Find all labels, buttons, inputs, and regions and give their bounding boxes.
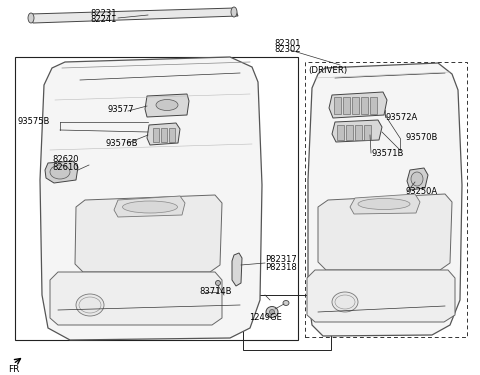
Ellipse shape	[50, 165, 70, 179]
Bar	[243, 295, 331, 350]
Polygon shape	[45, 161, 78, 183]
Text: 93576B: 93576B	[105, 138, 137, 147]
Text: 83714B: 83714B	[199, 286, 231, 296]
Bar	[355, 125, 362, 140]
Bar	[334, 97, 341, 114]
Text: (DRIVER): (DRIVER)	[308, 66, 347, 75]
Polygon shape	[40, 57, 262, 340]
Text: FR: FR	[8, 364, 19, 374]
Text: 82231: 82231	[90, 9, 117, 18]
Polygon shape	[75, 195, 222, 272]
Bar	[370, 97, 377, 114]
Text: P82318: P82318	[265, 262, 297, 272]
Text: 93577: 93577	[108, 105, 134, 114]
Polygon shape	[232, 253, 242, 286]
Text: 82302: 82302	[274, 45, 300, 54]
Bar	[346, 125, 353, 140]
Bar	[343, 97, 350, 114]
Polygon shape	[50, 272, 222, 325]
Polygon shape	[350, 194, 420, 214]
Bar	[305, 62, 467, 337]
Polygon shape	[307, 270, 455, 322]
Bar	[169, 128, 175, 142]
Ellipse shape	[332, 292, 358, 312]
Ellipse shape	[283, 300, 289, 306]
Polygon shape	[318, 194, 452, 270]
Ellipse shape	[266, 306, 278, 318]
Bar	[153, 128, 159, 142]
Text: 93571B: 93571B	[372, 148, 404, 158]
Ellipse shape	[216, 280, 220, 285]
Polygon shape	[407, 168, 428, 190]
Text: 82241: 82241	[90, 15, 116, 24]
Text: 82301: 82301	[274, 39, 300, 48]
Ellipse shape	[28, 13, 34, 23]
Text: 82610: 82610	[52, 162, 79, 171]
Bar	[361, 97, 368, 114]
Ellipse shape	[156, 99, 178, 111]
Text: 93250A: 93250A	[406, 188, 438, 196]
Polygon shape	[308, 63, 462, 336]
Ellipse shape	[122, 201, 178, 213]
Text: 93570B: 93570B	[406, 134, 438, 142]
Ellipse shape	[411, 172, 423, 186]
Polygon shape	[30, 8, 238, 23]
Polygon shape	[329, 92, 387, 118]
Ellipse shape	[358, 198, 410, 210]
Text: 93575B: 93575B	[18, 117, 50, 126]
Polygon shape	[147, 123, 180, 145]
Text: P82317: P82317	[265, 255, 297, 264]
Polygon shape	[114, 196, 185, 217]
Bar	[161, 128, 167, 142]
Bar	[15, 57, 298, 340]
Ellipse shape	[231, 7, 237, 17]
Bar	[337, 125, 344, 140]
Ellipse shape	[76, 294, 104, 316]
Text: 1249GE: 1249GE	[249, 314, 282, 322]
Bar	[352, 97, 359, 114]
Ellipse shape	[269, 309, 275, 315]
Text: 93572A: 93572A	[386, 112, 418, 122]
Polygon shape	[332, 120, 382, 142]
Bar	[364, 125, 371, 140]
Text: 82620: 82620	[52, 156, 79, 165]
Polygon shape	[145, 94, 189, 117]
